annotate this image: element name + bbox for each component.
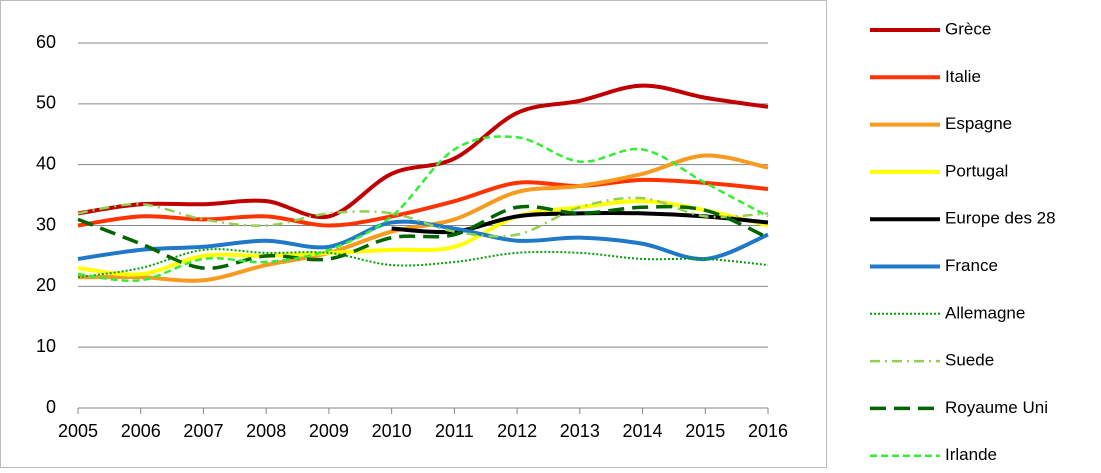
y-tick-label: 20 (36, 275, 56, 295)
series-line (77, 199, 769, 277)
x-tick-label: 2013 (560, 421, 600, 441)
x-tick-label: 2012 (497, 421, 537, 441)
y-tick-label: 60 (36, 32, 56, 52)
y-tick-label: 40 (36, 153, 56, 173)
legend-label: Allemagne (945, 303, 1025, 322)
legend-label: Italie (945, 67, 981, 86)
y-tick-label: 0 (46, 397, 56, 417)
y-tick-label: 30 (36, 214, 56, 234)
x-tick-label: 2015 (685, 421, 725, 441)
x-tick-label: 2009 (309, 421, 349, 441)
x-tick-label: 2016 (748, 421, 788, 441)
series-line (77, 248, 769, 279)
y-tick-label: 50 (36, 93, 56, 113)
x-tick-label: 2005 (58, 421, 98, 441)
legend-label: Royaume Uni (945, 398, 1048, 417)
legend-label: Espagne (945, 114, 1012, 133)
series-line (77, 135, 769, 283)
series-line (77, 204, 769, 270)
legend-label: Europe des 28 (945, 209, 1056, 228)
x-tick-label: 2007 (183, 421, 223, 441)
x-tick-label: 2006 (121, 421, 161, 441)
legend-label: France (945, 256, 998, 275)
x-tick-label: 2011 (435, 421, 474, 441)
chart-frame (0, 0, 827, 468)
x-tick-label: 2010 (372, 421, 412, 441)
series-line (77, 196, 769, 238)
series-line (77, 83, 769, 220)
y-tick-label: 10 (36, 336, 56, 356)
x-tick-label: 2008 (246, 421, 286, 441)
legend-label: Irlande (945, 445, 997, 464)
legend-label: Suede (945, 351, 994, 370)
legend-label: Grèce (945, 19, 991, 38)
series-line (77, 153, 769, 283)
x-tick-label: 2014 (623, 421, 663, 441)
legend-label: Portugal (945, 161, 1008, 180)
